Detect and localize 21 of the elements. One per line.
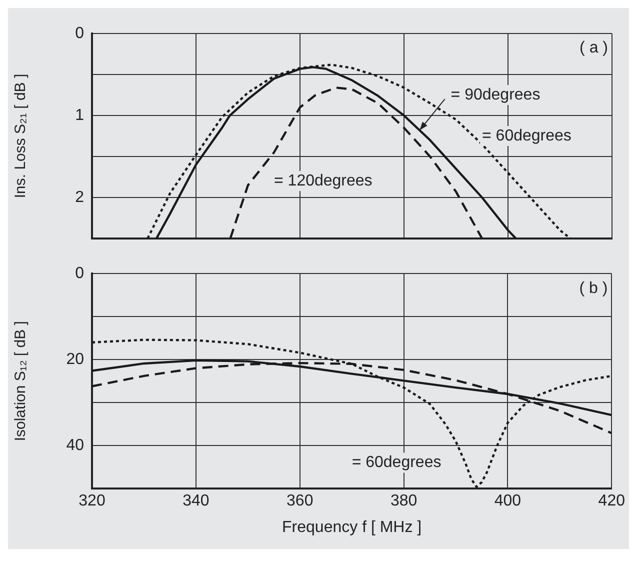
y-tick-label: 0: [75, 25, 84, 42]
x-tick-label: 360: [286, 492, 314, 510]
annotation: = 60degrees: [352, 454, 442, 472]
annotation: ( b ): [579, 280, 608, 298]
x-tick-label: 320: [78, 492, 106, 510]
x-tick-label: 340: [182, 492, 210, 510]
y-axis-title: Ins. Loss S₂₁ [ dB ]: [12, 74, 30, 198]
y-axis-title: Isolation S₁₂ [ dB ]: [12, 321, 30, 442]
y-tick-label: 0: [75, 265, 84, 282]
x-axis-title: Frequency f [ MHz ]: [282, 518, 422, 536]
y-tick-label: 20: [66, 351, 84, 368]
y-tick-label: 1: [75, 106, 84, 124]
annotation: ( a ): [580, 39, 608, 56]
y-tick-label: 40: [66, 437, 84, 454]
y-tick-label: 2: [75, 188, 84, 206]
annotation: = 120degrees: [274, 172, 372, 190]
x-tick-label: 420: [598, 492, 626, 510]
x-tick-label: 400: [494, 492, 522, 510]
x-tick-label: 380: [390, 492, 418, 510]
annotation: = 60degrees: [482, 127, 572, 144]
annotation: = 90degrees: [450, 86, 540, 104]
